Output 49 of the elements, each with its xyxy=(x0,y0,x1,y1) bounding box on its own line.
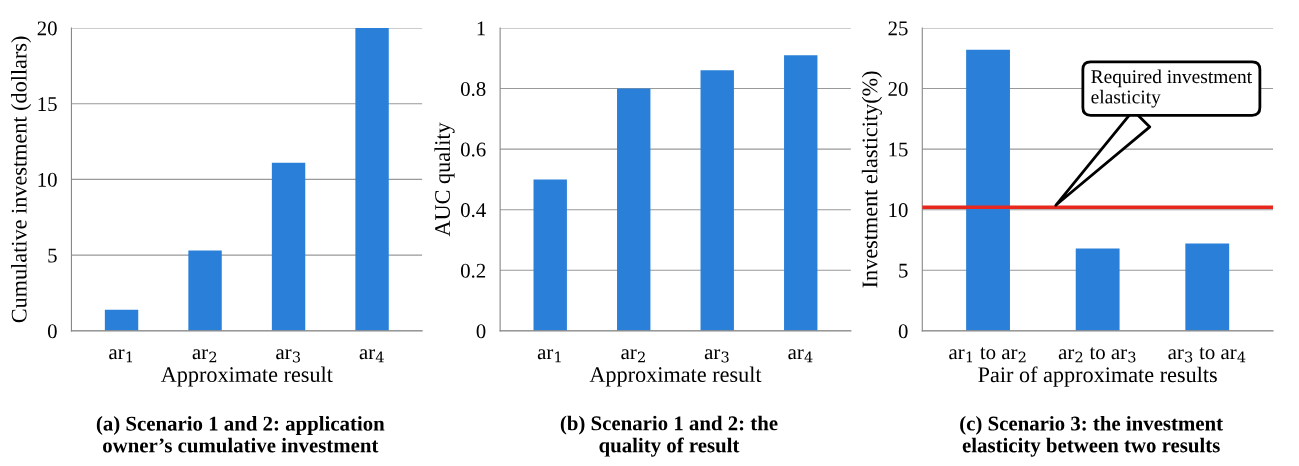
bar xyxy=(966,49,1010,331)
x-tick-label: ar$_{2}$ xyxy=(192,349,217,363)
y-tick-label: 15 xyxy=(38,97,57,112)
bar xyxy=(271,162,306,331)
x-axis-title: Approximate result xyxy=(160,366,333,387)
y-tick-label: 20 xyxy=(888,81,908,96)
bar xyxy=(104,309,139,331)
y-tick-label: 20 xyxy=(37,21,57,36)
bar xyxy=(1185,243,1230,331)
y-tick-label: 1 xyxy=(477,21,485,36)
x-tick-label: ar$_{3}$ xyxy=(276,349,301,363)
y-tick-label: 0.4 xyxy=(460,203,486,218)
text: (a) Scenario 1 and 2: application owner’s cumulative investment xyxy=(96,416,385,453)
bar xyxy=(784,55,818,331)
y-tick-label: 0 xyxy=(47,324,57,339)
y-axis-title: Cumulative investment (dollars) xyxy=(11,36,32,323)
bar xyxy=(533,179,567,331)
x-axis-title: Approximate result xyxy=(589,366,762,387)
y-axis-title: Investment elasticity(%) xyxy=(861,71,883,288)
y-tick-label: 5 xyxy=(48,248,57,263)
annotation: Required investment elasticity xyxy=(1091,69,1252,108)
y-tick-label: 0 xyxy=(898,324,908,339)
y-tick-label: 0.2 xyxy=(460,263,486,278)
x-tick-label: ar$_{3}$ to ar$_{4}$ xyxy=(1168,347,1246,363)
x-tick-label: ar$_{4}$ xyxy=(788,349,813,363)
y-tick-label: 0.6 xyxy=(460,142,486,157)
x-tick-label: ar$_{2}$ xyxy=(621,349,645,363)
y-tick-label: 10 xyxy=(889,203,908,218)
text: (b) Scenario 1 and 2: the quality of result xyxy=(560,415,778,457)
bar xyxy=(1075,248,1120,331)
bar xyxy=(700,70,734,331)
x-tick-label: ar$_{1}$ xyxy=(537,349,561,363)
y-tick-label: 15 xyxy=(889,142,908,157)
y-axis-title: AUC quality xyxy=(434,122,455,237)
y-tick-label: 0.8 xyxy=(460,81,486,97)
bar xyxy=(617,88,651,331)
x-tick-label: ar$_{4}$ xyxy=(359,349,384,363)
x-axis-title: Pair of approximate results xyxy=(978,366,1217,387)
y-tick-label: 5 xyxy=(899,263,908,278)
text: (c) Scenario 3: the investment elasticity between two results xyxy=(960,415,1223,457)
bar xyxy=(188,250,222,331)
y-tick-label: 25 xyxy=(888,21,908,36)
y-tick-label: 10 xyxy=(38,172,57,187)
x-tick-label: ar$_{2}$ to ar$_{3}$ xyxy=(1058,347,1136,363)
x-tick-label: ar$_{3}$ xyxy=(704,349,729,363)
y-tick-label: 0 xyxy=(476,324,486,339)
x-tick-label: ar$_{1}$ xyxy=(109,349,133,363)
x-tick-label: ar$_{1}$ to ar$_{2}$ xyxy=(949,347,1026,363)
bar xyxy=(355,27,389,331)
